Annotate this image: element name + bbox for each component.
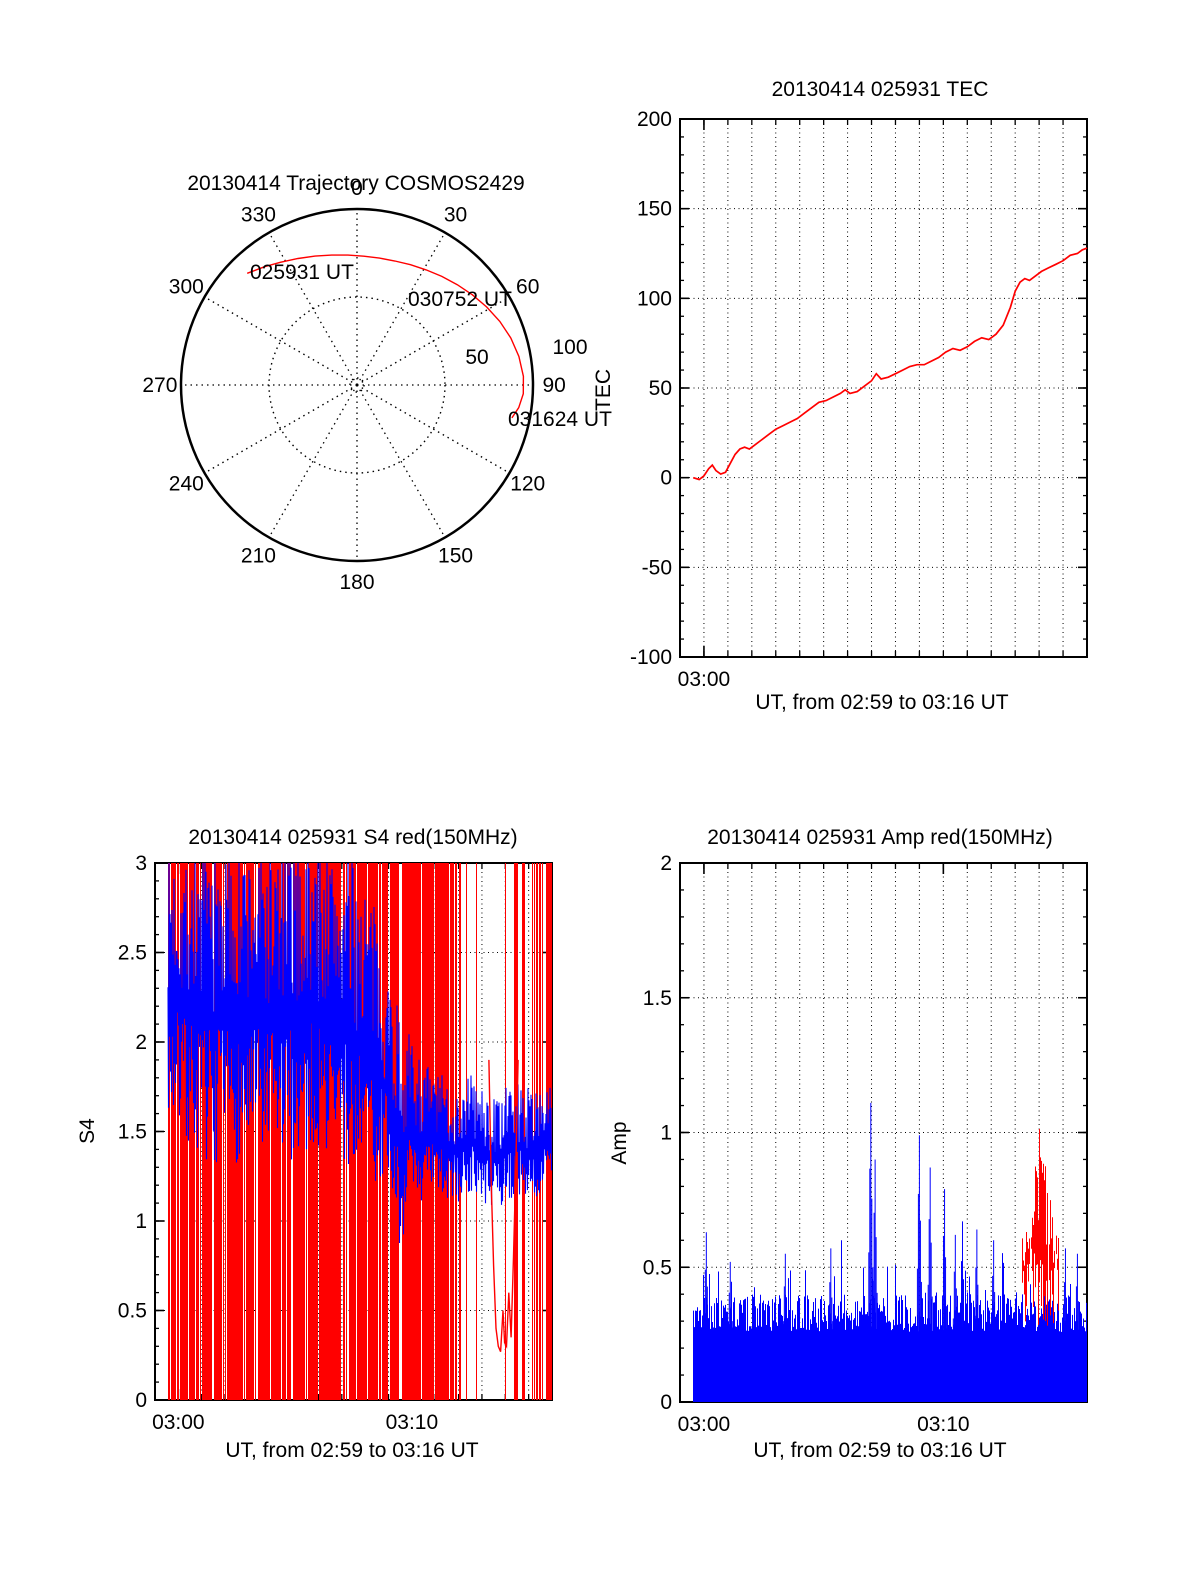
trajectory-time-label: 031624 UT <box>508 408 612 431</box>
s4-x-axis-label: UT, from 02:59 to 03:16 UT <box>225 1439 479 1462</box>
x-tick-label: 03:10 <box>386 1411 439 1434</box>
tec-series-line <box>692 247 1088 481</box>
amp-x-axis-label: UT, from 02:59 to 03:16 UT <box>753 1439 1007 1462</box>
s4-noise-chart: 3 2.5 2 1.5 1 0.5 003:00 03:10 <box>118 852 553 1434</box>
amp-blue-fill <box>693 1240 1087 1402</box>
azimuth-tick-label: 330 <box>241 203 276 226</box>
azimuth-tick-label: 30 <box>444 203 467 226</box>
x-tick-label: 03:00 <box>152 1411 205 1434</box>
amp-axes: 2 1.5 1 0.5 0 03:00 03:10 <box>643 852 1088 1436</box>
y-tick-label: 1.5 <box>643 987 672 1010</box>
y-tick-label: 200 <box>637 108 672 131</box>
y-tick-label: 50 <box>649 377 672 400</box>
y-tick-label: -50 <box>642 556 672 579</box>
trajectory-skyplot: 0 30 60 90 120 150 180 210 240 270 300 330 50 100 0259… <box>142 177 612 594</box>
y-tick-label: 100 <box>637 287 672 310</box>
y-tick-label: -100 <box>630 646 672 669</box>
azimuth-tick-label: 210 <box>241 545 276 568</box>
azimuth-tick-label: 90 <box>542 374 565 397</box>
s4-blue-noise-line <box>167 862 553 1244</box>
amp-red-burst <box>1022 1128 1059 1326</box>
skyplot-ring <box>268 296 446 474</box>
x-tick-label: 03:00 <box>678 668 731 691</box>
azimuth-tick-label: 240 <box>169 473 204 496</box>
trajectory-time-label: 030752 UT <box>408 288 512 311</box>
y-tick-label: 0 <box>660 467 672 490</box>
azimuth-tick-label: 180 <box>339 571 374 594</box>
azimuth-tick-label: 150 <box>438 545 473 568</box>
y-tick-label: 3 <box>135 852 147 875</box>
azimuth-tick-label: 300 <box>169 275 204 298</box>
y-tick-label: 2 <box>135 1031 147 1054</box>
skyplot-grid: 0 30 60 90 120 150 180 210 240 270 300 330 50 100 <box>142 177 587 594</box>
y-tick-label: 150 <box>637 198 672 221</box>
y-tick-label: 1 <box>660 1122 672 1145</box>
y-tick-label: 0 <box>135 1389 147 1412</box>
y-tick-label: 1.5 <box>118 1121 147 1144</box>
satellite-trajectory-line <box>246 254 525 419</box>
s4-plot-title: 20130414 025931 S4 red(150MHz) <box>188 826 518 849</box>
tec-line-chart: 200 150 100 50 0 -50 -100 03:00 <box>630 108 1088 691</box>
radial-tick-label: 100 <box>552 336 587 359</box>
azimuth-tick-label: 60 <box>516 275 539 298</box>
x-tick-label: 03:00 <box>678 1413 731 1436</box>
skyplot-ring <box>349 377 365 393</box>
y-tick-label: 0.5 <box>118 1300 147 1323</box>
radial-tick-label: 50 <box>465 346 488 369</box>
y-tick-label: 2 <box>660 852 672 875</box>
y-tick-label: 0 <box>660 1391 672 1414</box>
tec-axes: 200 150 100 50 0 -50 -100 03:00 <box>630 108 1088 691</box>
trajectory-plot-title: 20130414 Trajectory COSMOS2429 <box>187 172 525 195</box>
trajectory-time-label: 025931 UT <box>250 261 354 284</box>
tec-x-axis-label: UT, from 02:59 to 03:16 UT <box>755 691 1009 714</box>
azimuth-tick-label: 120 <box>510 473 545 496</box>
amp-noise-chart: 2 1.5 1 0.5 0 03:00 03:10 <box>643 852 1088 1436</box>
y-tick-label: 2.5 <box>118 942 147 965</box>
azimuth-tick-label: 270 <box>142 374 177 397</box>
tec-plot-title: 20130414 025931 TEC <box>771 78 989 101</box>
s4-red-dip-line <box>488 1059 519 1352</box>
azimuth-tick-label: 0 <box>351 177 363 200</box>
y-tick-label: 0.5 <box>643 1256 672 1279</box>
amp-plot-title: 20130414 025931 Amp red(150MHz) <box>707 826 1053 849</box>
amp-blue-spikes <box>703 1102 1080 1402</box>
x-tick-label: 03:10 <box>917 1413 970 1436</box>
skyplot-outer-circle <box>179 207 535 563</box>
y-tick-label: 1 <box>135 1210 147 1233</box>
